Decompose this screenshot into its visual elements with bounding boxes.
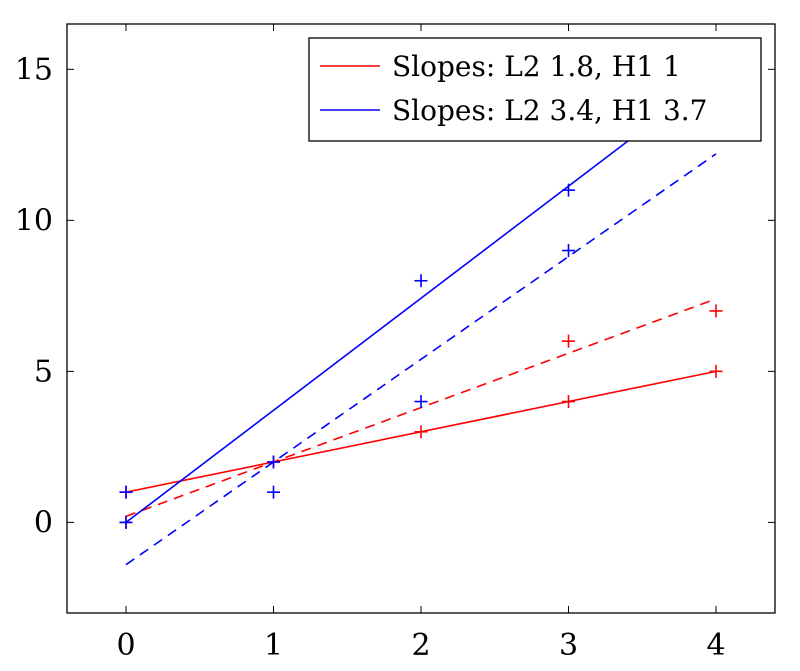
data-point [267,485,280,499]
data-point [414,425,428,439]
legend-box [308,37,762,142]
legend-label-blue: Slopes: L2 3.4, H1 3.7 [392,94,708,127]
data-point [414,395,428,409]
legend: Slopes: L2 1.8, H1 1 Slopes: L2 3.4, H1 … [308,37,762,142]
x-tick-label: 0 [116,628,135,663]
legend-label-red: Slopes: L2 1.8, H1 1 [392,50,681,83]
data-point [709,304,723,318]
data-point [562,334,575,348]
series-layer [119,135,723,566]
y-tick-label: 5 [34,354,53,389]
x-tick-label: 3 [559,628,578,663]
plot-frame [66,23,776,614]
x-tick-label: 1 [264,628,283,663]
x-tick-label: 4 [706,628,725,663]
data-point [562,395,575,409]
y-tick-label: 10 [15,203,53,238]
data-point [562,244,575,258]
series-0 [119,298,723,529]
axis-ticks [67,24,775,613]
data-point [414,274,428,288]
data-point [267,455,280,469]
y-tick-label: 0 [34,505,53,540]
data-point [119,485,133,499]
fit-line-dashed [125,153,717,566]
y-tick-label: 15 [15,52,53,87]
series-1 [119,135,717,566]
data-point [562,183,575,197]
fit-line-solid [125,135,636,524]
x-tick-label: 2 [411,628,430,663]
tick-labels: 0 1 2 3 4 0 5 10 15 [15,52,726,663]
data-point [119,515,133,529]
data-point [709,364,723,378]
